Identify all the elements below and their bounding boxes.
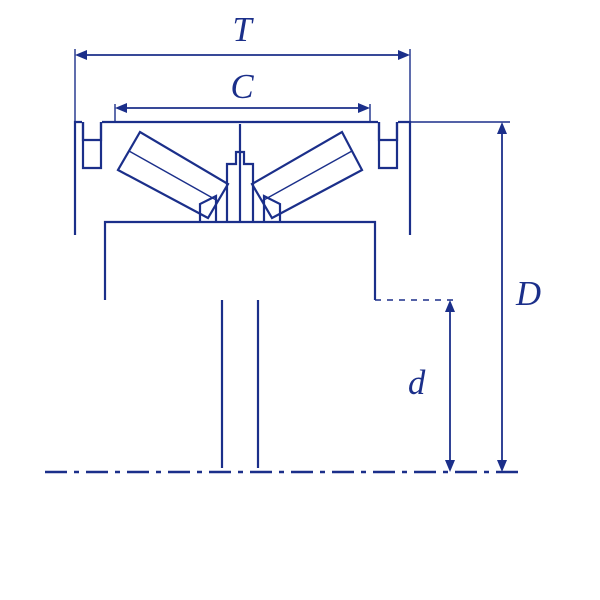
bearing-cross-section-diagram: [0, 0, 600, 600]
dimension-label-d: d: [408, 364, 425, 403]
dimension-label-C: C: [231, 68, 254, 107]
dimension-label-D: D: [516, 275, 541, 314]
dimension-label-T: T: [233, 11, 252, 50]
